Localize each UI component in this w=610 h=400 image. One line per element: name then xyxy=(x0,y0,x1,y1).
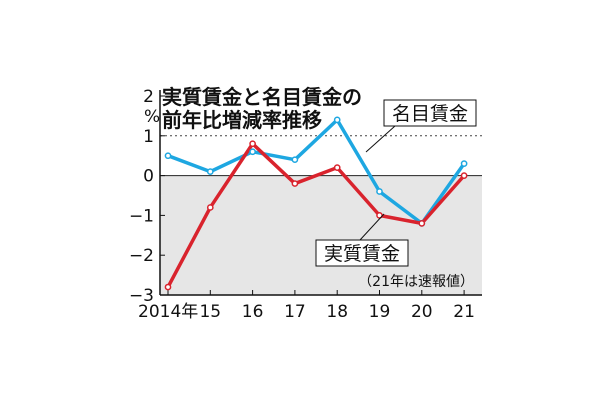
x-tick-label: 16 xyxy=(242,302,264,322)
x-tick-label: 20 xyxy=(411,302,433,322)
y-axis-unit: % xyxy=(144,107,160,127)
data-point-real xyxy=(333,164,341,171)
series-label-box xyxy=(315,239,409,267)
data-point-nominal xyxy=(376,188,383,195)
x-tick-label: 15 xyxy=(199,302,221,322)
x-tick-label: 2014年 xyxy=(138,302,198,322)
y-tick-label: −1 xyxy=(129,206,154,226)
series-line-nominal xyxy=(167,118,466,226)
note-preliminary: （21年は速報値） xyxy=(358,274,474,290)
y-tick-label: 0 xyxy=(143,167,154,187)
x-tick-label: 19 xyxy=(369,302,391,322)
x-tick-label: 21 xyxy=(453,302,475,322)
x-tick-label: 18 xyxy=(326,302,348,322)
series-label: 名目賃金 xyxy=(392,103,468,125)
y-tick-label: −2 xyxy=(129,246,154,266)
data-point-nominal xyxy=(291,156,299,164)
data-point-nominal xyxy=(206,168,214,175)
x-tick-label: 17 xyxy=(284,302,306,322)
series-label: 実質賃金 xyxy=(324,243,400,265)
y-tick-label: 1 xyxy=(143,127,154,147)
data-point-real xyxy=(418,220,426,227)
chart-title-line: 前年比増減率推移 xyxy=(162,108,322,132)
y-tick-label: 2 xyxy=(143,87,154,107)
chart-title-line: 実質賃金と名目賃金の xyxy=(162,85,362,109)
series-label-box xyxy=(383,99,477,127)
data-point-nominal xyxy=(333,116,341,124)
y-tick-label: −3 xyxy=(129,286,154,306)
data-point-nominal xyxy=(164,152,172,160)
data-point-real xyxy=(164,283,172,291)
plot-background xyxy=(160,175,482,295)
data-point-nominal xyxy=(249,148,256,156)
series-layer xyxy=(164,116,468,291)
data-point-nominal xyxy=(460,160,468,168)
data-point-real xyxy=(460,172,468,179)
data-point-real xyxy=(206,204,214,211)
data-point-real xyxy=(291,180,299,187)
series-line-real xyxy=(166,142,466,288)
negative-region xyxy=(160,175,482,295)
series-label-leader xyxy=(359,213,385,241)
labels-layer: 210−1−2−3%2014年 15 16 17 18 19 20 21実質賃金と名目賃金の前… xyxy=(129,85,477,322)
series-label-leader xyxy=(365,125,396,153)
data-point-real xyxy=(249,140,256,148)
